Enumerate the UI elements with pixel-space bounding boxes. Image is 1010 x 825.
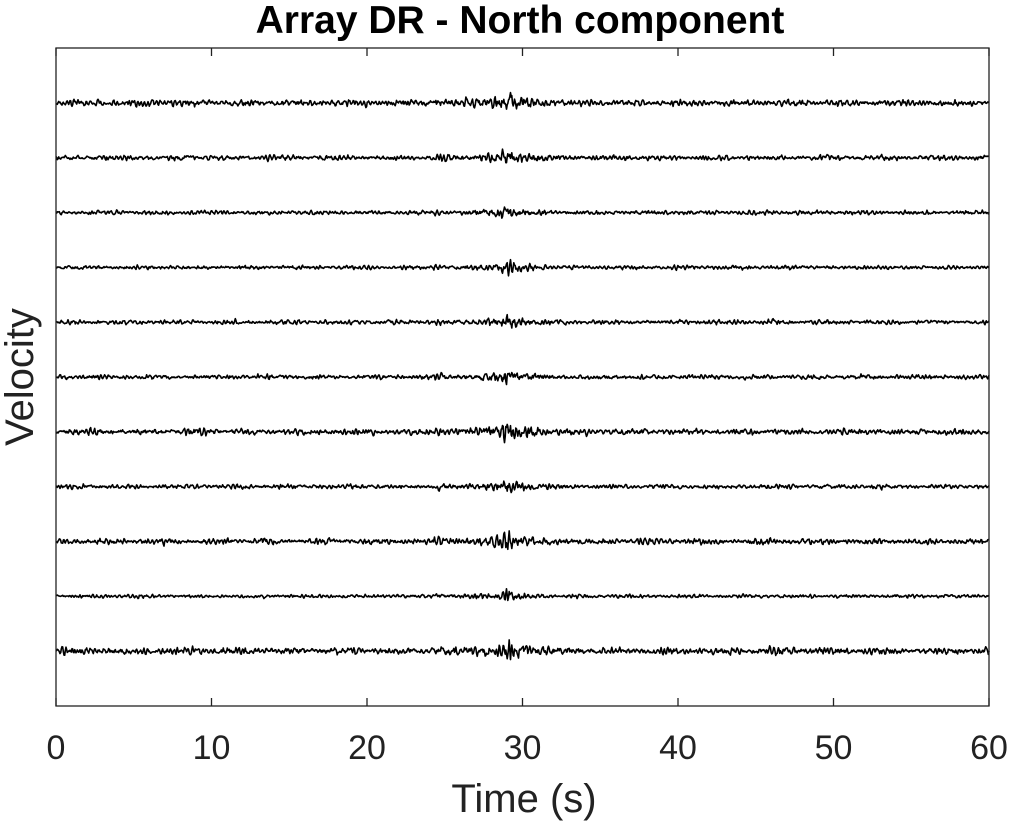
x-tick-label: 30 (504, 729, 542, 767)
x-axis-label: Time (s) (451, 777, 596, 821)
seismic-trace-9 (55, 530, 990, 551)
seismic-trace-4 (55, 258, 990, 277)
x-tick-label: 50 (815, 729, 853, 767)
x-tick-label: 40 (659, 729, 697, 767)
seismic-trace-2 (55, 148, 990, 164)
seismic-trace-1 (55, 91, 990, 110)
x-tick-label: 20 (348, 729, 386, 767)
x-tick-label: 0 (47, 729, 66, 767)
seismic-trace-5 (55, 313, 990, 329)
chart-title: Array DR - North component (256, 0, 785, 42)
seismic-trace-6 (55, 371, 990, 386)
x-tick-label: 10 (193, 729, 231, 767)
seismic-trace-7 (55, 423, 990, 444)
x-tick-label: 60 (970, 729, 1008, 767)
seismic-trace-11 (55, 639, 990, 661)
trace-group (55, 91, 990, 661)
seismic-trace-10 (55, 588, 990, 602)
seismic-trace-8 (55, 480, 990, 494)
y-axis-label: Velocity (0, 308, 42, 446)
x-axis-ticks: 0 10 20 30 40 50 60 (47, 48, 1008, 767)
seismic-trace-3 (55, 206, 990, 219)
